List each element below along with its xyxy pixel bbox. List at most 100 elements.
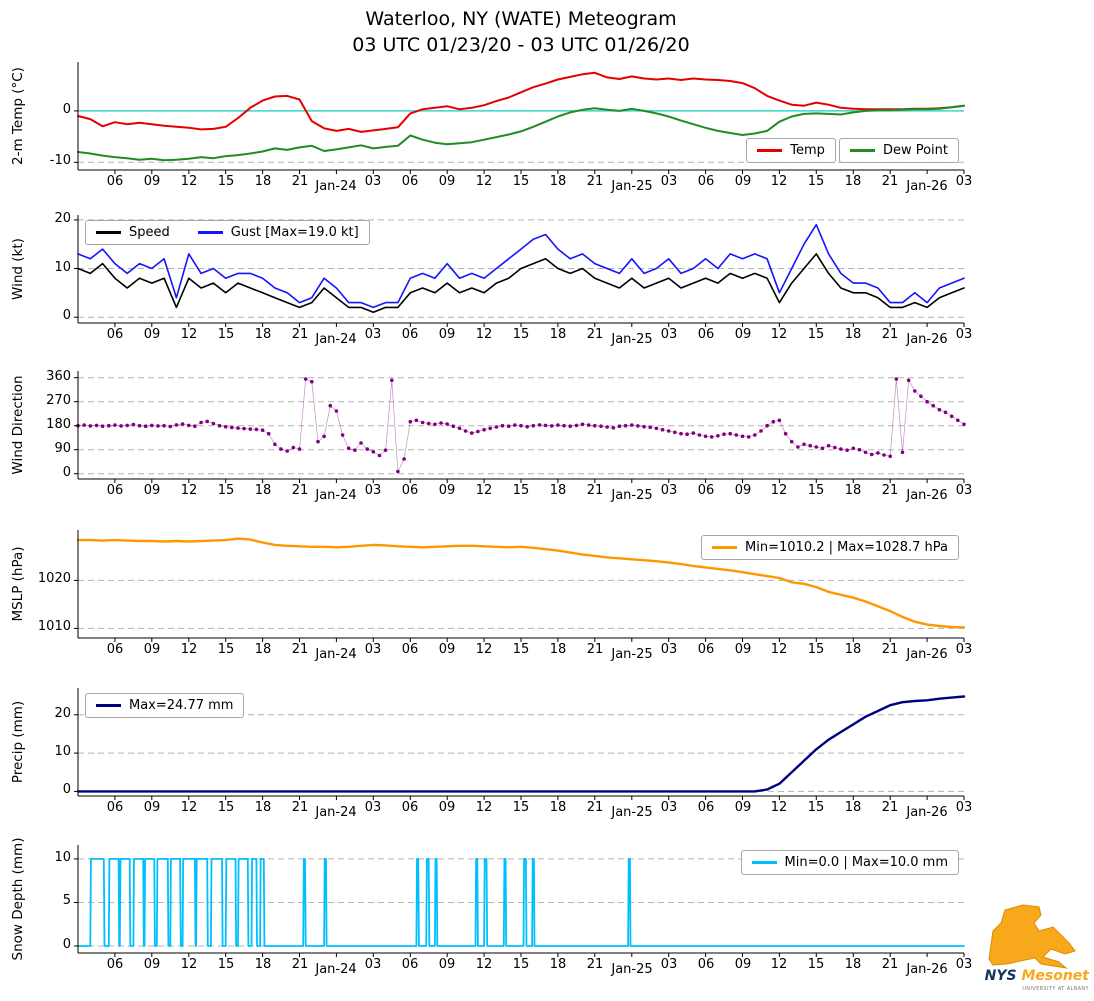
x-tick-label: 03 (660, 174, 678, 189)
precip-panel: Precip (mm) 0 10 20 Max=24.77 mm 06 09 12 15 1… (0, 688, 1094, 820)
x-tick-label: 21 (586, 642, 604, 657)
chart-title-block: Waterloo, NY (WATE) Meteogram 03 UTC 01/… (78, 6, 964, 58)
temp-panel: 2-m Temp (°C) -10 0 Temp Dew Point 06 09 12… (0, 62, 1094, 194)
y-tick-label: 270 (46, 392, 71, 408)
speed-legend-label: Speed (129, 225, 170, 240)
wind-direction-plot-area (78, 371, 964, 479)
x-tick-label: 06 (401, 174, 419, 189)
precip-y-ticks: 0 10 20 (0, 688, 71, 798)
wind-legend-box: Speed Gust [Max=19.0 kt] (85, 220, 370, 245)
wind-direction-x-ticks: 06 09 12 15 18 21 Jan-24 03 06 09 12 15 18 21 Jan-25 03… (0, 482, 1094, 506)
x-tick-label: 09 (143, 174, 161, 189)
dew-point-legend-box: Dew Point (838, 138, 959, 163)
temp-legend: Temp Dew Point (746, 138, 959, 163)
x-tick-label: 06 (697, 642, 715, 657)
x-tick-label: 15 (217, 327, 235, 342)
y-tick-label: 0 (62, 464, 71, 480)
x-tick-label: 15 (807, 483, 825, 498)
x-tick-label: 09 (143, 483, 161, 498)
x-tick-label: 12 (180, 800, 198, 815)
x-tick-label: 15 (217, 483, 235, 498)
x-tick-label: 15 (807, 174, 825, 189)
x-tick-label: 18 (844, 642, 862, 657)
x-tick-label: 21 (881, 174, 899, 189)
x-tick-label: Jan-24 (315, 179, 357, 194)
x-tick-label: 06 (106, 800, 124, 815)
y-tick-label: 20 (54, 705, 71, 721)
x-tick-label: 03 (955, 174, 973, 189)
wind-direction-y-ticks: 0 90 180 270 360 (0, 368, 71, 480)
x-tick-label: 09 (143, 327, 161, 342)
x-tick-label: 06 (106, 957, 124, 972)
x-tick-label: 21 (881, 642, 899, 657)
x-tick-label: 03 (660, 327, 678, 342)
x-tick-label: 21 (291, 327, 309, 342)
ny-state-shape-icon (988, 904, 1076, 969)
x-tick-label: 12 (475, 327, 493, 342)
x-tick-label: 18 (549, 483, 567, 498)
x-tick-label: 09 (734, 483, 752, 498)
precip-legend-label: Max=24.77 mm (129, 698, 234, 713)
x-tick-label: 12 (180, 174, 198, 189)
wind-x-ticks: 06 09 12 15 18 21 Jan-24 03 06 09 12 15 18 21 Jan-25 03… (0, 326, 1094, 350)
wind-gust-legend-entry: Gust [Max=19.0 kt] (197, 225, 359, 240)
wind-plot-area: Speed Gust [Max=19.0 kt] (78, 215, 964, 323)
x-tick-label: 18 (844, 327, 862, 342)
x-tick-label: 09 (438, 800, 456, 815)
logo-name-text: Mesonet (1021, 968, 1089, 984)
y-tick-label: 90 (54, 440, 71, 456)
x-tick-label: 15 (217, 800, 235, 815)
x-tick-label: Jan-25 (611, 332, 653, 347)
snow-depth-x-ticks: 06 09 12 15 18 21 Jan-24 03 06 09 12 15 18 21 Jan-25 03… (0, 956, 1094, 980)
x-tick-label: 12 (770, 483, 788, 498)
temp-x-ticks: 06 09 12 15 18 21 Jan-24 03 06 09 12 15 18 21 Jan-25 03… (0, 173, 1094, 197)
x-tick-label: 09 (734, 800, 752, 815)
x-tick-label: 12 (475, 174, 493, 189)
x-tick-label: 12 (770, 174, 788, 189)
x-tick-label: 15 (217, 642, 235, 657)
x-tick-label: 18 (844, 174, 862, 189)
x-tick-label: 12 (770, 957, 788, 972)
x-tick-label: 09 (438, 957, 456, 972)
x-tick-label: 15 (512, 800, 530, 815)
x-tick-label: 21 (586, 483, 604, 498)
snow-depth-y-ticks: 0 5 10 (0, 845, 71, 953)
y-tick-label: 0 (62, 308, 71, 324)
precip-legend-box: Max=24.77 mm (85, 693, 245, 718)
y-tick-label: 1020 (37, 571, 71, 587)
x-tick-label: 12 (180, 642, 198, 657)
x-tick-label: Jan-26 (906, 179, 948, 194)
x-tick-label: Jan-26 (906, 332, 948, 347)
temp-plot-area: Temp Dew Point (78, 62, 964, 170)
x-tick-label: 21 (291, 957, 309, 972)
x-tick-label: 18 (549, 327, 567, 342)
precip-plot (74, 688, 966, 800)
x-tick-label: 21 (291, 483, 309, 498)
mslp-legend-label: Min=1010.2 | Max=1028.7 hPa (745, 540, 948, 555)
x-tick-label: Jan-24 (315, 332, 357, 347)
x-tick-label: 09 (143, 800, 161, 815)
x-tick-label: 12 (180, 327, 198, 342)
y-tick-label: 180 (46, 416, 71, 432)
x-tick-label: Jan-26 (906, 805, 948, 820)
x-tick-label: 12 (770, 800, 788, 815)
x-tick-label: 03 (955, 483, 973, 498)
speed-line-swatch (96, 231, 121, 234)
gust-line-swatch (197, 231, 223, 234)
x-tick-label: 06 (401, 327, 419, 342)
temp-line-swatch (757, 149, 783, 152)
x-tick-label: Jan-25 (611, 805, 653, 820)
x-tick-label: 12 (770, 642, 788, 657)
logo-wordmark: NYS Mesonet (985, 968, 1089, 984)
snow-depth-plot (74, 845, 965, 957)
x-tick-label: 03 (660, 800, 678, 815)
x-tick-label: 18 (844, 957, 862, 972)
x-tick-label: 21 (881, 483, 899, 498)
nys-mesonet-logo: NYS Mesonet UNIVERSITY AT ALBANY (979, 897, 1091, 997)
y-tick-label: 360 (46, 368, 71, 384)
wind-panel: Wind (kt) 0 10 20 Speed Gust [Max=19.0 kt]… (0, 211, 1094, 347)
y-tick-label: 20 (54, 210, 71, 226)
temp-legend-label: Temp (790, 143, 825, 158)
x-tick-label: 12 (475, 483, 493, 498)
wind-direction-panel: Wind Direction 0 90 180 270 360 06 09 12 15 18 21… (0, 368, 1094, 503)
